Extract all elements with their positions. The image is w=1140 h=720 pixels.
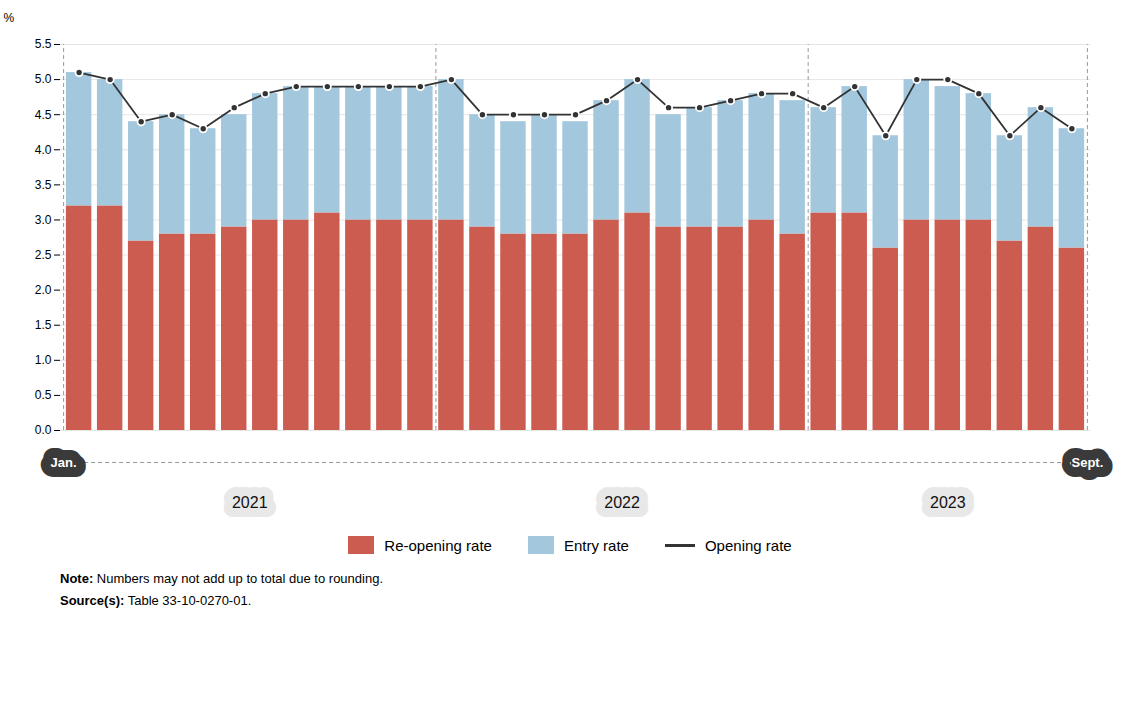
svg-text:1.5: 1.5: [35, 318, 52, 332]
svg-text:Jan.: Jan.: [51, 455, 77, 470]
html-text:Note: Numbers may not add up t: Note: Numbers may not add up to total du…: [60, 571, 383, 586]
svg-text:2.5: 2.5: [35, 248, 52, 262]
svg-text:4.0: 4.0: [35, 143, 52, 157]
html-text:Re-opening rate: Re-opening rate: [384, 536, 492, 554]
svg-text:4.5: 4.5: [35, 108, 52, 122]
svg-text:3.0: 3.0: [35, 213, 52, 227]
svg-text:2022: 2022: [604, 494, 640, 511]
svg-text:3.5: 3.5: [35, 178, 52, 192]
html-text:Opening rate: Opening rate: [704, 536, 792, 554]
svg-text:0.5: 0.5: [35, 388, 52, 402]
svg-text:1.0: 1.0: [35, 353, 52, 367]
html-text:Source(s): Table 33-10-0270-01: Source(s): Table 33-10-0270-01.: [60, 593, 252, 609]
svg-text:Sept.: Sept.: [1071, 455, 1103, 470]
svg-text:0.0: 0.0: [35, 423, 52, 437]
svg-text:2.0: 2.0: [35, 283, 52, 297]
svg-text:2021: 2021: [232, 494, 268, 511]
svg-text:%: %: [4, 11, 15, 25]
svg-text:2023: 2023: [930, 494, 966, 511]
svg-text:5.5: 5.5: [35, 37, 52, 51]
svg-text:5.0: 5.0: [35, 72, 52, 86]
html-text:Entry rate: Entry rate: [563, 536, 629, 554]
